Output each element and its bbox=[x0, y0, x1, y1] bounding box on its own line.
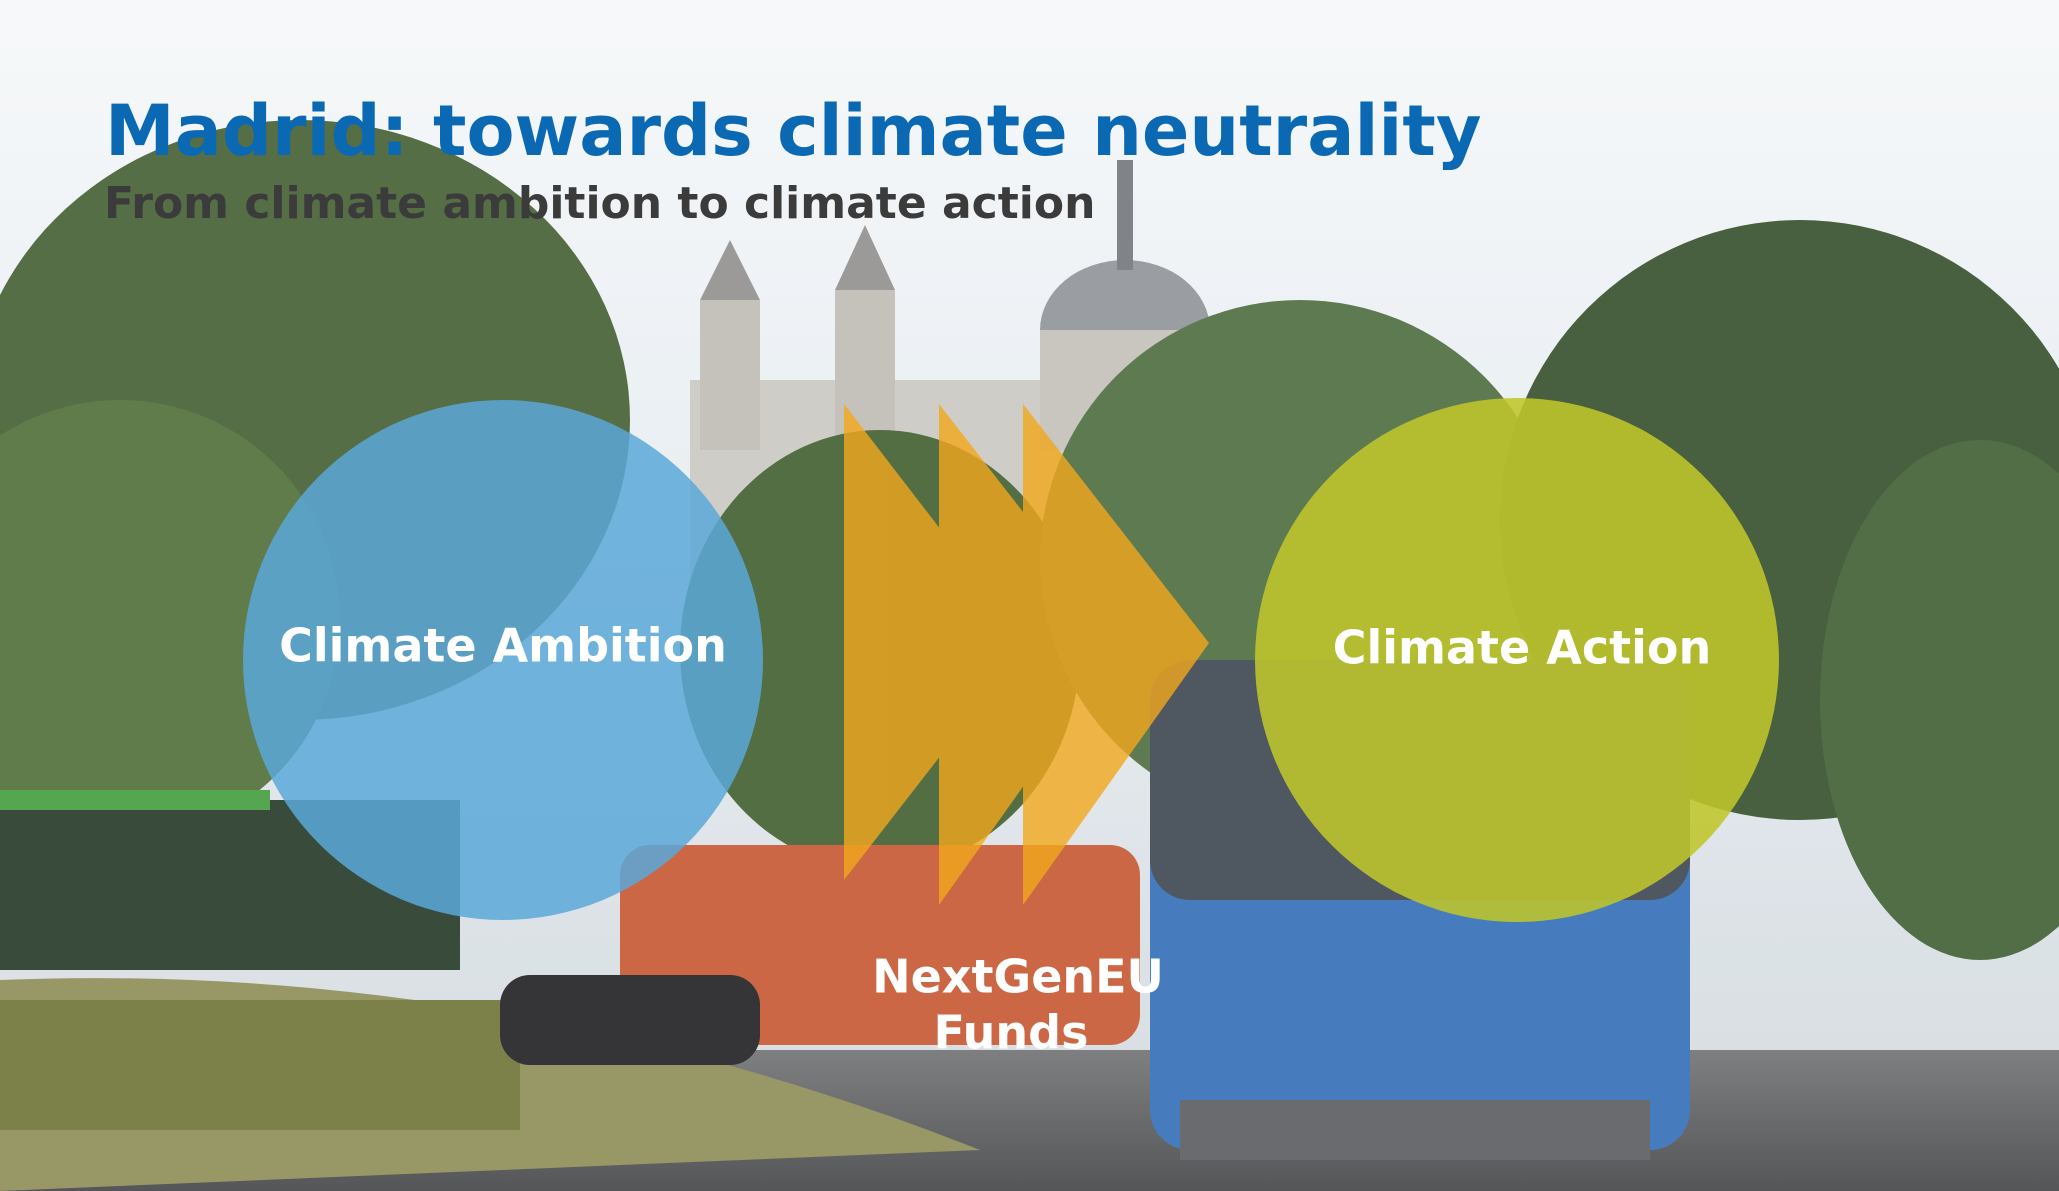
connector-label: Funds bbox=[934, 1006, 1089, 1060]
slide-subtitle: From climate ambition to climate action bbox=[104, 178, 1095, 229]
node-label: Climate Action bbox=[1333, 621, 1711, 675]
connector-label: NextGenEU bbox=[872, 950, 1164, 1004]
node-label: Climate Ambition bbox=[279, 619, 727, 673]
slide: Madrid: towards climate neutrality From … bbox=[0, 0, 2059, 1191]
slide-title: Madrid: towards climate neutrality bbox=[105, 90, 1482, 172]
